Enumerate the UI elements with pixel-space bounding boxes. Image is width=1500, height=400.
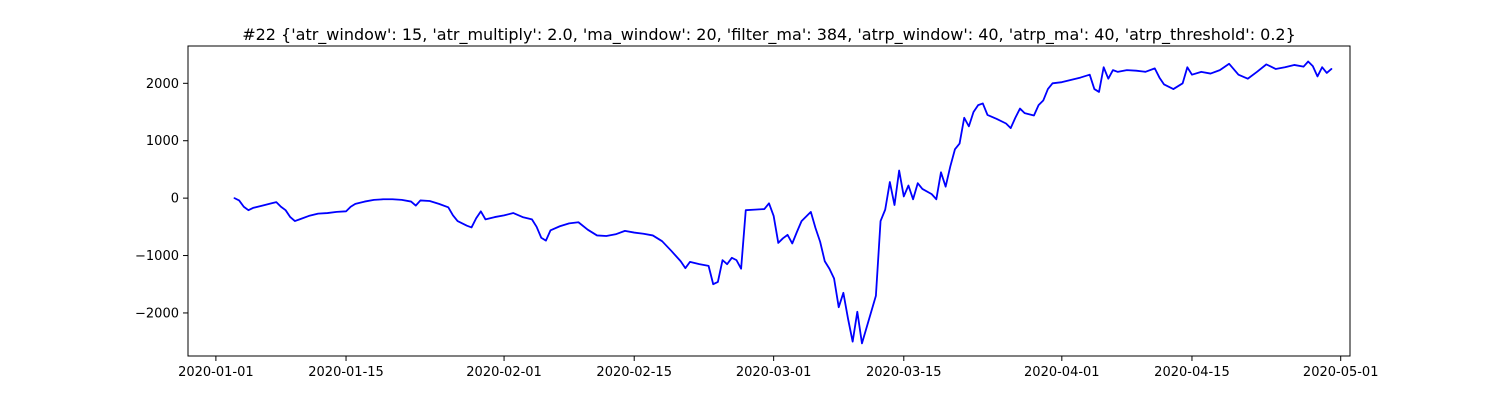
chart-title: #22 {'atr_window': 15, 'atr_multiply': 2…	[242, 25, 1296, 45]
x-tick-label: 2020-01-01	[178, 365, 254, 380]
x-tick-label: 2020-02-01	[466, 365, 542, 380]
y-tick-label: −1000	[135, 249, 179, 264]
x-tick-label: 2020-05-01	[1303, 365, 1379, 380]
x-axis-ticks: 2020-01-01 2020-01-15 2020-02-01 2020-02-15…	[178, 356, 1378, 380]
y-axis-ticks: −2000 −1000 0 1000 2000	[135, 77, 188, 321]
y-tick-label: 0	[171, 192, 179, 207]
x-tick-label: 2020-04-15	[1154, 365, 1230, 380]
x-tick-label: 2020-01-15	[308, 365, 384, 380]
series-group	[233, 60, 1333, 345]
x-tick-label: 2020-03-01	[736, 365, 812, 380]
axes	[187, 45, 1351, 357]
y-tick-label: −2000	[135, 306, 179, 321]
x-tick-label: 2020-02-15	[596, 365, 672, 380]
x-tick-label: 2020-04-01	[1024, 365, 1100, 380]
plot-frame	[187, 45, 1351, 357]
x-tick-label: 2020-03-15	[866, 365, 942, 380]
series-line	[233, 60, 1333, 345]
y-tick-label: 1000	[146, 134, 179, 149]
y-tick-label: 2000	[146, 77, 179, 92]
